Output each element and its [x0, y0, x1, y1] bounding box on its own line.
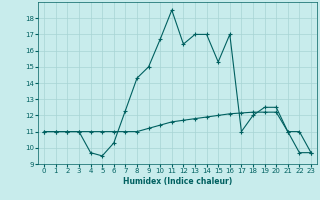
X-axis label: Humidex (Indice chaleur): Humidex (Indice chaleur) — [123, 177, 232, 186]
